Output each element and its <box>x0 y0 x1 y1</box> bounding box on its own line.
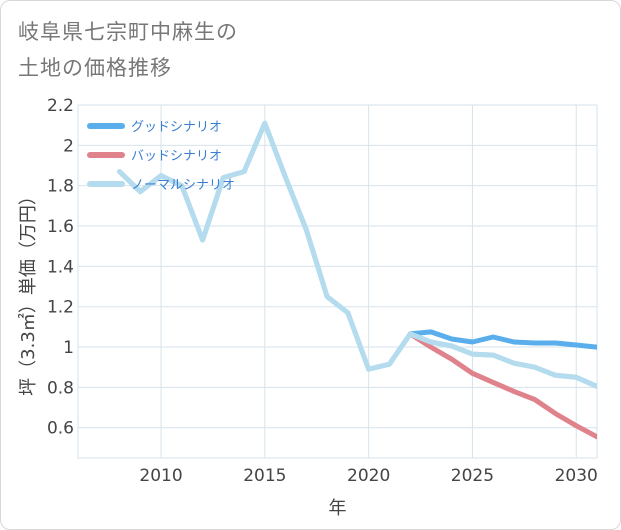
x-tick-label: 2020 <box>347 466 390 486</box>
series-line-1 <box>407 331 597 440</box>
y-tick-label: 1.6 <box>47 217 74 237</box>
y-tick-label: 2.2 <box>47 96 74 116</box>
x-tick-label: 2010 <box>139 466 182 486</box>
legend-label: バッドシナリオ <box>131 149 222 164</box>
y-tick-label: 1 <box>63 338 74 358</box>
x-tick-label: 2025 <box>451 466 494 486</box>
series-line-normal-overlay <box>117 120 597 389</box>
y-tick-label: 1.2 <box>47 298 74 318</box>
chart-title-line-2: 土地の価格推移 <box>18 56 172 80</box>
y-tick-label: 1.4 <box>47 257 74 277</box>
legend-label: ノーマルシナリオ <box>131 178 235 193</box>
legend-label: グッドシナリオ <box>131 120 222 135</box>
x-tick-label: 2030 <box>555 466 598 486</box>
y-tick-label: 0.8 <box>47 378 74 398</box>
series-line-0 <box>407 329 597 350</box>
chart-title: 岐阜県七宗町中麻生の 土地の価格推移 <box>18 14 238 86</box>
chart-title-line-1: 岐阜県七宗町中麻生の <box>18 20 238 44</box>
y-tick-label: 0.6 <box>47 419 74 439</box>
y-tick-labels: 0.6 0.8 1 1.2 1.4 1.6 1.8 2 2.2 <box>47 96 74 439</box>
x-tick-labels: 2010 2015 2020 2025 2030 <box>139 466 597 486</box>
y-axis-title: 坪（3.3㎡）単価（万円） <box>17 187 39 396</box>
y-tick-label: 1.8 <box>47 177 74 197</box>
chart-series <box>117 120 597 440</box>
x-axis-title: 年 <box>329 498 347 519</box>
y-tick-label: 2 <box>63 136 74 156</box>
x-tick-label: 2015 <box>243 466 286 486</box>
